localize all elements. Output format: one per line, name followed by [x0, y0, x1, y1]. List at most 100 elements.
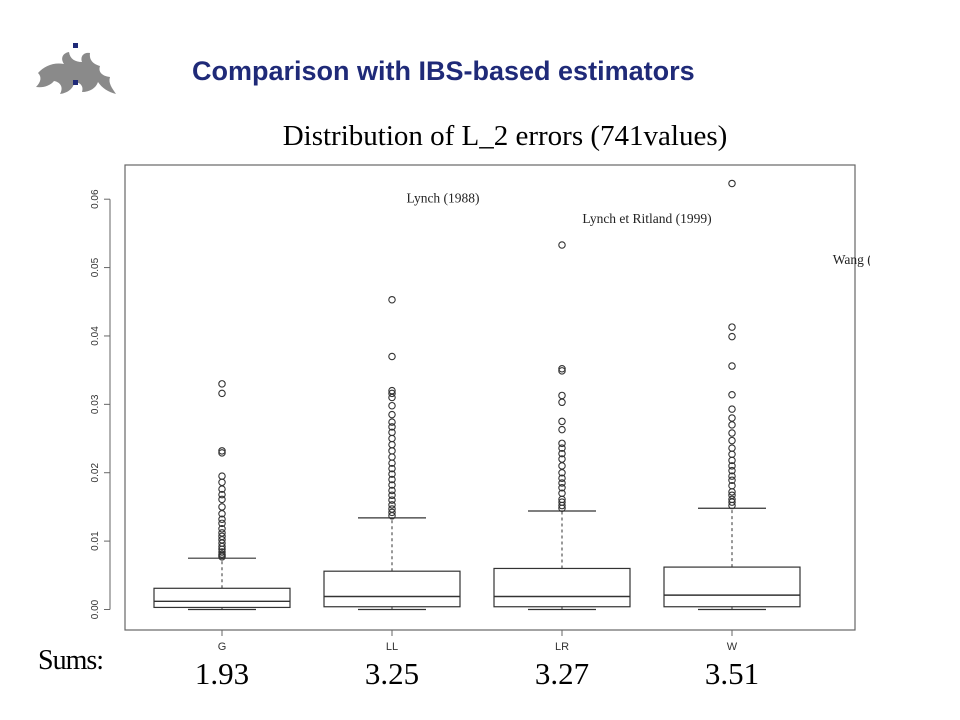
boxplot-chart: 0.00 0.01 0.02 0.03 0.04 0.05 0.06 G LL LR W Lynch …	[90, 164, 870, 653]
outlier-point	[728, 495, 736, 504]
outlier-point	[728, 476, 736, 484]
outlier-point	[218, 472, 226, 480]
outlier-point	[558, 425, 566, 434]
outlier-point	[728, 436, 736, 445]
chart-title: Distribution of L_2 errors (741values)	[282, 120, 728, 152]
outlier-point	[728, 462, 736, 470]
outlier-point	[388, 496, 396, 504]
outlier-point	[558, 462, 566, 470]
outlier-point	[728, 472, 736, 480]
outlier-point	[388, 352, 396, 361]
x-tick-label-ll: LL	[386, 641, 398, 653]
iqr-box	[663, 566, 801, 608]
outlier-point	[728, 491, 736, 500]
y-tick-label: 0.05	[90, 257, 101, 277]
outlier-point	[558, 398, 566, 407]
outlier-point	[218, 548, 226, 556]
y-tick-label: 0.00	[90, 599, 101, 619]
outlier-point	[388, 386, 396, 395]
chart-annotation: Wang (2002)	[833, 252, 870, 267]
outlier-point	[558, 449, 566, 458]
outlier-point	[558, 474, 566, 482]
outlier-point	[218, 550, 226, 558]
sums-label: Sums:	[38, 645, 104, 676]
y-tick-label: 0.03	[90, 394, 101, 414]
outlier-point	[388, 295, 396, 304]
iqr-box	[153, 587, 291, 609]
outlier-point	[218, 380, 226, 388]
outlier-point	[218, 490, 226, 499]
outlier-point	[728, 179, 736, 188]
outlier-point	[558, 365, 566, 373]
outlier-point	[728, 332, 736, 341]
outlier-point	[558, 444, 566, 452]
iqr-box	[493, 567, 631, 608]
outlier-point	[388, 401, 396, 410]
box-group-w	[663, 179, 801, 611]
outlier-point	[388, 464, 396, 473]
box-group-g	[153, 380, 291, 611]
outlier-point	[218, 515, 226, 523]
outlier-point	[558, 498, 566, 506]
university-flame-logo	[30, 40, 120, 110]
outlier-point	[728, 362, 736, 370]
x-tick-label-g: G	[218, 641, 227, 653]
box-group-lr	[493, 241, 631, 611]
x-tick-label-lr: LR	[555, 641, 569, 653]
outlier-point	[218, 525, 226, 533]
outlier-point	[388, 410, 396, 419]
outlier-point	[218, 532, 226, 541]
outlier-point	[388, 440, 396, 449]
outlier-point	[728, 414, 736, 422]
outlier-point	[388, 481, 396, 489]
outlier-point	[728, 405, 736, 413]
outlier-point	[218, 389, 226, 398]
outlier-point	[218, 478, 226, 487]
plot-frame	[124, 164, 856, 631]
y-tick-label: 0.02	[90, 463, 101, 483]
sum-value-w: 3.51	[704, 656, 760, 691]
outlier-point	[728, 323, 736, 331]
outlier-point	[558, 417, 566, 426]
outlier-point	[388, 486, 396, 495]
outlier-point	[728, 450, 736, 459]
y-tick-label: 0.01	[90, 531, 101, 551]
outlier-point	[558, 367, 566, 375]
outlier-point	[388, 508, 396, 517]
y-tick-label: 0.04	[90, 326, 101, 346]
box-group-ll	[323, 295, 461, 611]
outlier-point	[218, 519, 226, 528]
outlier-point	[558, 484, 566, 492]
outlier-point	[558, 479, 566, 487]
outlier-point	[558, 455, 566, 463]
chart-annotation: Lynch (1988)	[406, 191, 479, 206]
outlier-point	[728, 444, 736, 452]
outlier-point	[558, 241, 566, 249]
outlier-point	[218, 503, 226, 511]
outlier-point	[388, 475, 396, 484]
outlier-point	[558, 489, 566, 497]
outlier-point	[218, 447, 226, 455]
outlier-point	[388, 418, 396, 426]
outlier-point	[388, 389, 396, 398]
outlier-point	[558, 439, 566, 448]
outlier-point	[728, 466, 736, 475]
outlier-point	[388, 423, 396, 431]
outlier-point	[388, 434, 396, 443]
outlier-point	[558, 391, 566, 400]
outlier-point	[388, 491, 396, 500]
slide-title: Comparison with IBS-based estimators	[192, 56, 695, 86]
outlier-point	[218, 495, 226, 504]
x-tick-label-w: W	[727, 641, 738, 653]
sum-value-g: 1.93	[194, 656, 250, 691]
outlier-point	[728, 481, 736, 490]
outlier-point	[388, 447, 396, 455]
outlier-point	[388, 505, 396, 513]
outlier-point	[218, 449, 226, 457]
outlier-point	[388, 428, 396, 437]
outlier-point	[388, 501, 396, 509]
outlier-point	[388, 470, 396, 478]
iqr-box	[323, 570, 461, 608]
sum-value-lr: 3.27	[534, 656, 590, 691]
sum-value-ll: 3.25	[364, 656, 420, 691]
